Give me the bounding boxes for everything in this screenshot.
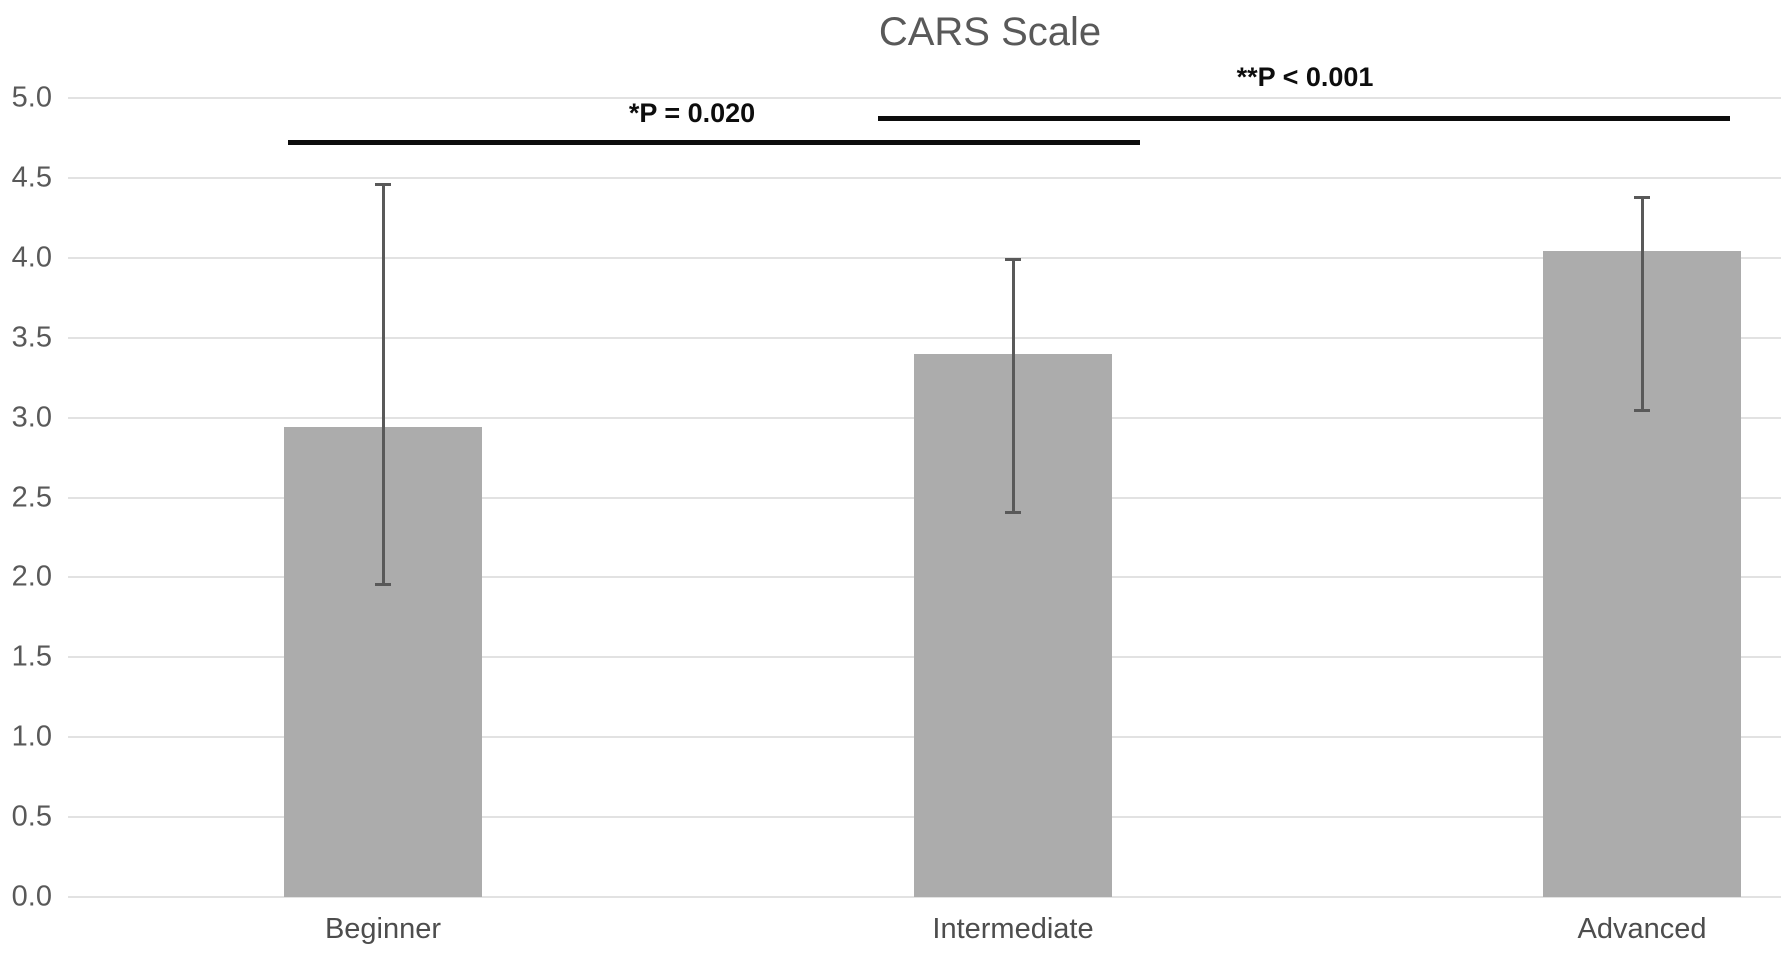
error-bar-cap-top-intermediate xyxy=(1005,258,1021,262)
significance-label-1: *P = 0.020 xyxy=(628,98,756,128)
y-axis-tick-label: 2.0 xyxy=(11,560,52,593)
y-axis-tick-label: 0.5 xyxy=(11,800,52,833)
gridline-3.5 xyxy=(68,336,1781,339)
error-bar-cap-bottom-beginner xyxy=(375,583,391,587)
y-axis-tick-label: 1.5 xyxy=(11,640,52,673)
significance-line-1 xyxy=(288,140,1140,145)
y-axis-tick-label: 1.0 xyxy=(11,720,52,753)
y-axis-tick-label: 4.5 xyxy=(11,161,52,194)
significance-label-2: **P < 0.001 xyxy=(1236,62,1374,92)
error-bar-cap-top-advanced xyxy=(1634,196,1650,200)
gridline-0.0 xyxy=(68,896,1781,898)
y-axis-tick-label: 5.0 xyxy=(11,81,52,114)
error-bar-advanced xyxy=(1640,197,1644,412)
significance-line-2 xyxy=(878,116,1730,121)
gridline-4.5 xyxy=(68,176,1781,179)
error-bar-cap-bottom-intermediate xyxy=(1005,511,1021,515)
y-axis-tick-label: 3.5 xyxy=(11,321,52,354)
category-label-beginner: Beginner xyxy=(324,913,442,945)
y-axis-tick-label: 3.0 xyxy=(11,401,52,434)
category-label-intermediate: Intermediate xyxy=(932,913,1094,945)
error-bar-beginner xyxy=(381,184,385,586)
y-axis-tick-label: 2.5 xyxy=(11,481,52,513)
y-axis-tick-label: 4.0 xyxy=(11,241,52,274)
y-axis-tick-label: 0.0 xyxy=(11,880,52,913)
category-label-advanced: Advanced xyxy=(1577,913,1707,945)
error-bar-cap-top-beginner xyxy=(375,183,391,187)
chart-title: CARS Scale xyxy=(878,10,1102,54)
gridline-5.0 xyxy=(68,97,1781,99)
error-bar-cap-bottom-advanced xyxy=(1634,409,1650,413)
error-bar-intermediate xyxy=(1011,259,1015,514)
gridline-4.0 xyxy=(68,256,1781,259)
